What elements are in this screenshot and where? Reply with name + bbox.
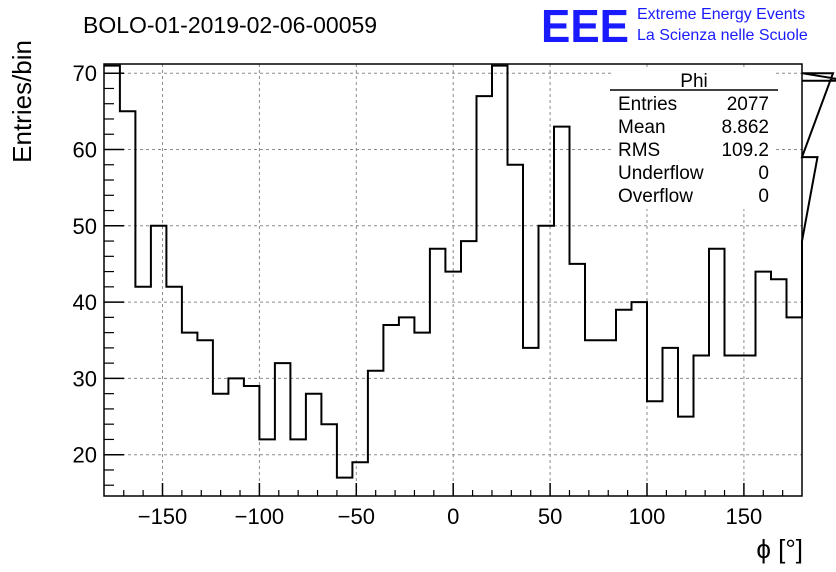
y-tick-label: 60 (73, 138, 97, 163)
stats-value-mean: 8.862 (721, 117, 769, 138)
stats-value-entries: 2077 (727, 94, 769, 115)
eee-logo: EEE Extreme Energy Events La Scienza nel… (541, 0, 808, 52)
stats-box-bg (612, 69, 776, 209)
stats-label-rms: RMS (618, 140, 660, 161)
y-tick-label: 70 (73, 61, 97, 86)
stats-label-entries: Entries (618, 94, 677, 115)
x-tick-label: 150 (726, 504, 763, 529)
x-tick-label: −150 (138, 504, 188, 529)
y-tick-label: 20 (73, 443, 97, 468)
logo-line-2: La Scienza nelle Scuole (637, 27, 808, 44)
y-tick-label: 40 (73, 290, 97, 315)
stats-box: Phi Entries 2077 Mean 8.862 RMS 109.2 Un… (610, 69, 778, 209)
stats-label-mean: Mean (618, 117, 666, 138)
tick-labels: −150 −100 −50 0 50 100 150 20 30 40 50 60 70 (73, 61, 763, 529)
x-tick-label: 50 (538, 504, 562, 529)
stats-value-underflow: 0 (758, 163, 769, 184)
stats-label-underflow: Underflow (618, 163, 704, 184)
x-tick-label: −100 (235, 504, 285, 529)
stats-value-rms: 109.2 (721, 140, 769, 161)
y-tick-label: 50 (73, 214, 97, 239)
x-axis-title: ϕ [°] (756, 534, 803, 564)
stats-label-overflow: Overflow (618, 186, 693, 207)
axis-ticks (104, 72, 784, 496)
stats-box-name: Phi (680, 71, 707, 92)
x-tick-label: −50 (338, 504, 375, 529)
y-tick-label: 30 (73, 366, 97, 391)
histogram-line (104, 64, 836, 479)
y-axis-title: Entries/bin (7, 40, 37, 163)
chart-title: BOLO-01-2019-02-06-00059 (83, 12, 377, 38)
stats-value-overflow: 0 (758, 186, 769, 207)
eee-logo-mark: EEE (541, 0, 629, 52)
x-tick-label: 0 (447, 504, 459, 529)
logo-line-1: Extreme Energy Events (637, 6, 805, 23)
x-tick-label: 100 (629, 504, 666, 529)
